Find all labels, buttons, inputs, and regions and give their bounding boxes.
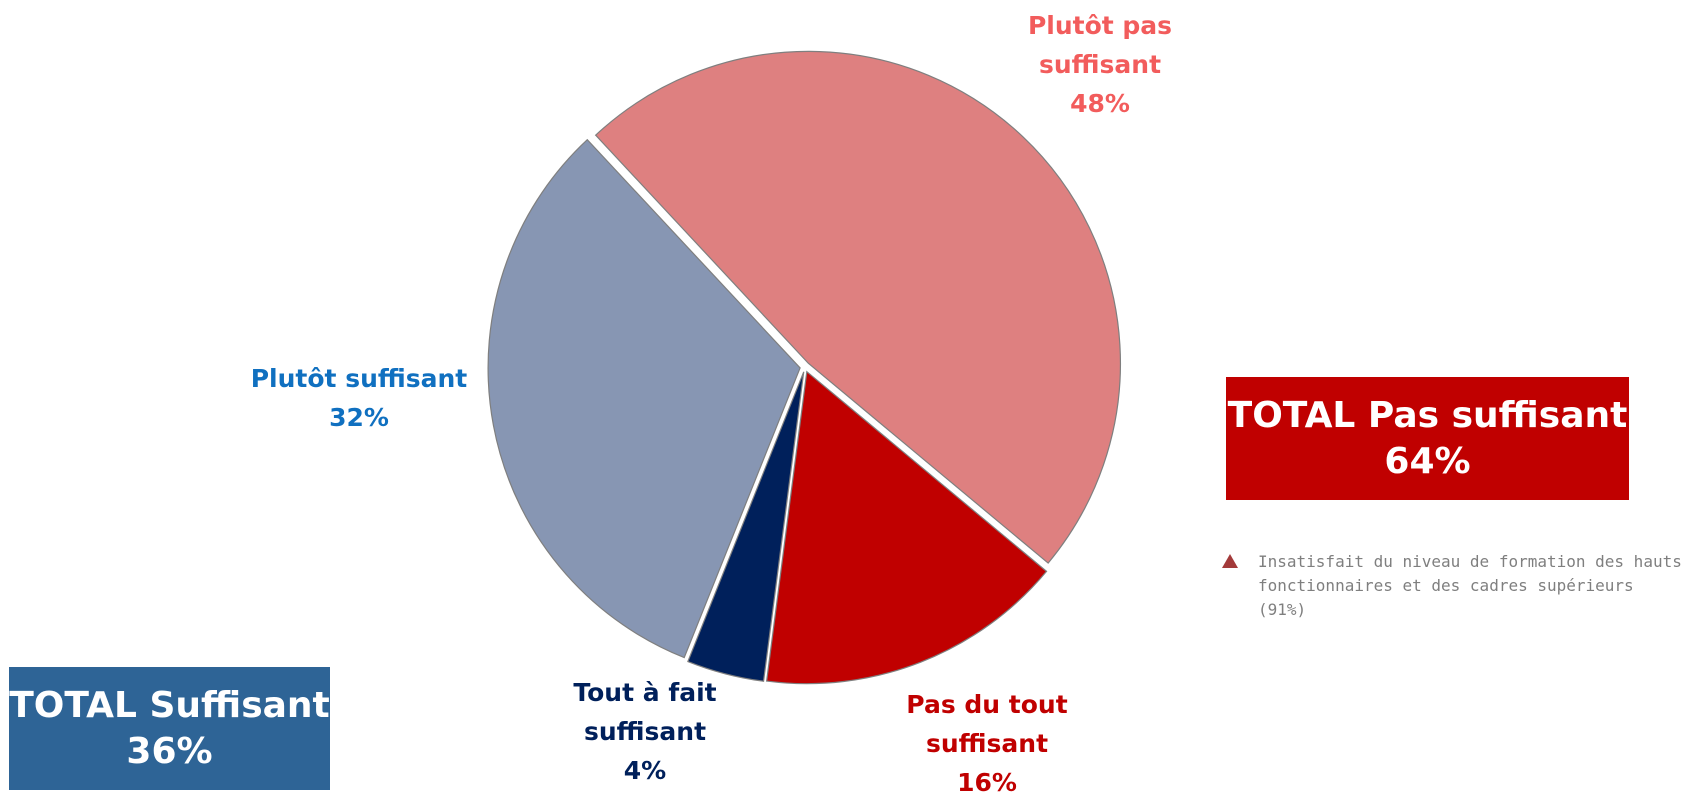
total-box: TOTAL Suffisant 36% [9, 667, 330, 790]
note: Insatisfait du niveau de formation des h… [1258, 552, 1682, 619]
total-box: TOTAL Pas suffisant 64% [1226, 377, 1629, 500]
total-label: TOTAL Suffisant [9, 684, 330, 726]
slice-label: Plutôt pas suffisant 48% [1015, 6, 1185, 123]
pie-slice [594, 50, 1122, 564]
note-marker [1222, 554, 1238, 568]
slice-label: Tout à fait suffisant 4% [570, 673, 720, 790]
slice-name: Plutôt pas suffisant [1027, 11, 1173, 79]
pie-slice [487, 138, 801, 659]
total-value: 64% [1384, 440, 1471, 482]
pie-slice [687, 371, 805, 682]
slice-label: Plutôt suffisant 32% [244, 359, 474, 437]
slice-name: Plutôt suffisant [250, 364, 468, 393]
slice-value: 32% [329, 403, 389, 432]
slice-value: 16% [957, 768, 1017, 797]
slice-label: Pas du tout suffisant 16% [902, 685, 1072, 802]
slice-name: Tout à fait suffisant [573, 678, 717, 746]
slice-name: Pas du tout suffisant [906, 690, 1068, 758]
total-label: TOTAL Pas suffisant [1227, 394, 1628, 436]
slice-value: 48% [1070, 89, 1130, 118]
pie-slice [765, 370, 1048, 685]
total-value: 36% [126, 730, 213, 772]
slice-value: 4% [623, 756, 667, 785]
